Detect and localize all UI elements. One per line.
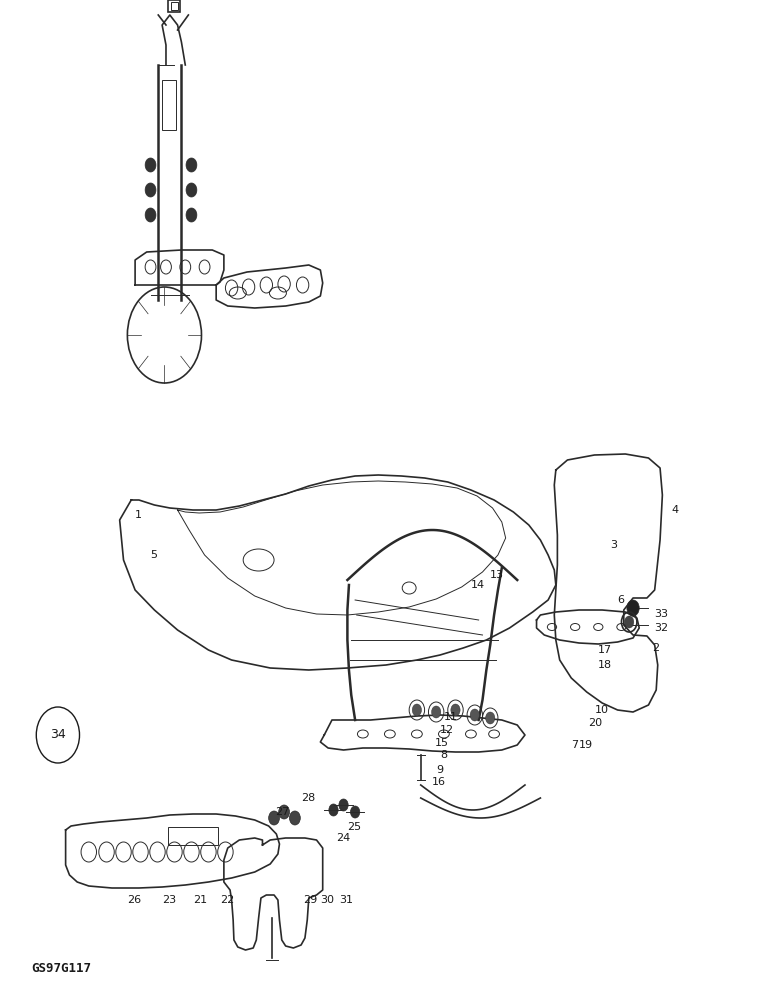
Text: 11: 11 — [444, 712, 458, 722]
Circle shape — [269, 811, 279, 825]
Text: 29: 29 — [303, 895, 317, 905]
Text: 31: 31 — [340, 895, 354, 905]
Circle shape — [186, 183, 197, 197]
Text: 1: 1 — [135, 510, 142, 520]
Text: 25: 25 — [347, 822, 361, 832]
Text: 18: 18 — [598, 660, 612, 670]
Text: 24: 24 — [336, 833, 350, 843]
Text: 19: 19 — [579, 740, 593, 750]
Text: 23: 23 — [162, 895, 176, 905]
Text: 26: 26 — [127, 895, 141, 905]
Text: 10: 10 — [594, 705, 608, 715]
Text: 16: 16 — [432, 777, 446, 787]
Text: 33: 33 — [654, 609, 668, 619]
Circle shape — [486, 712, 495, 724]
Text: 27: 27 — [275, 807, 289, 817]
Text: 7: 7 — [571, 740, 578, 750]
Text: 22: 22 — [220, 895, 234, 905]
Circle shape — [290, 811, 300, 825]
Text: 2: 2 — [652, 643, 659, 653]
Circle shape — [470, 709, 479, 721]
Circle shape — [329, 804, 338, 816]
Text: 8: 8 — [440, 750, 447, 760]
Text: 30: 30 — [320, 895, 334, 905]
Text: 4: 4 — [672, 505, 679, 515]
Circle shape — [145, 158, 156, 172]
Circle shape — [339, 799, 348, 811]
Text: 3: 3 — [610, 540, 617, 550]
Text: GS97G117: GS97G117 — [31, 962, 91, 975]
Circle shape — [186, 158, 197, 172]
Circle shape — [412, 704, 422, 716]
Text: 15: 15 — [435, 738, 449, 748]
Text: 12: 12 — [440, 725, 454, 735]
Circle shape — [625, 616, 634, 628]
Text: 17: 17 — [598, 645, 612, 655]
Text: 9: 9 — [436, 765, 443, 775]
Text: 13: 13 — [490, 570, 504, 580]
Circle shape — [145, 183, 156, 197]
Text: 14: 14 — [471, 580, 485, 590]
Circle shape — [451, 704, 460, 716]
Circle shape — [279, 805, 290, 819]
Text: 32: 32 — [654, 623, 668, 633]
Text: 20: 20 — [588, 718, 602, 728]
Text: 5: 5 — [151, 550, 157, 560]
Circle shape — [145, 208, 156, 222]
Text: 6: 6 — [618, 595, 625, 605]
Circle shape — [186, 208, 197, 222]
Circle shape — [627, 600, 639, 616]
Text: 21: 21 — [193, 895, 207, 905]
Text: 34: 34 — [50, 728, 66, 742]
Circle shape — [350, 806, 360, 818]
Text: 28: 28 — [301, 793, 315, 803]
Circle shape — [432, 706, 441, 718]
